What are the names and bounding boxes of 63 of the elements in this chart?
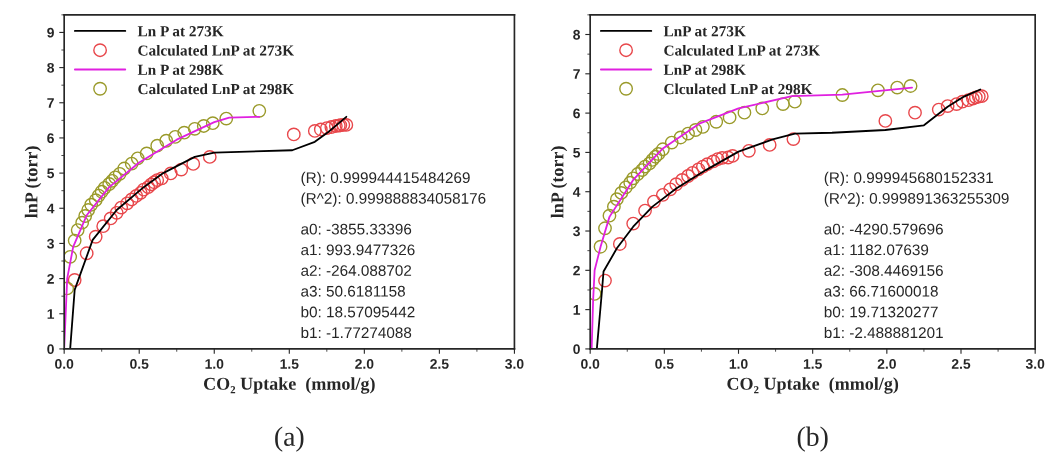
y-tick-label: 6 [47, 133, 54, 144]
y-tick-label: 8 [47, 62, 55, 73]
y-tick-label: 0 [47, 344, 54, 355]
y-tick-label: 3 [573, 226, 580, 237]
y-tick-label: 4 [572, 187, 581, 197]
annotation: a3: 66.71600018 [824, 285, 938, 297]
annotation: (R): 0.999944415484269 [301, 171, 470, 187]
annotation: a0: -4290.579696 [824, 223, 943, 235]
x-tick-label: 1.5 [803, 359, 822, 369]
x-tick-label: 3.0 [1025, 359, 1045, 369]
y-tick-label: 1 [47, 309, 55, 319]
text: (b) [797, 426, 828, 452]
y-tick-label: 7 [47, 98, 54, 108]
x-tick-label: 0.5 [130, 359, 149, 369]
legend-label: LnP at 298K [663, 64, 746, 75]
y-tick-label: 5 [47, 168, 55, 179]
annotation: a2: -308.4469156 [824, 265, 943, 276]
x-axis-title: CO₂ Uptake (mmol/g) [727, 377, 899, 394]
x-tick-label: 2.5 [430, 359, 449, 369]
annotation: (R): 0.999945680152331 [824, 171, 993, 187]
legend-label: Ln P at 273K [137, 26, 224, 37]
y-tick-label: 5 [573, 147, 581, 158]
x-tick-label: 0.0 [55, 359, 74, 369]
legend-label: Ln P at 298K [137, 64, 224, 75]
legend-label: Calculated LnP at 273K [138, 44, 294, 56]
annotation: a1: 1182.07639 [824, 244, 929, 256]
annotation: b1: -1.77274088 [301, 326, 412, 339]
y-tick-label: 3 [47, 238, 54, 249]
text: (a) [275, 426, 304, 452]
x-tick-label: 1.0 [729, 359, 748, 369]
annotation: a2: -264.088702 [301, 265, 412, 276]
legend-label: Calculated LnP at 298K [138, 83, 294, 95]
x-tick-label: 0.5 [655, 359, 674, 369]
annotation: a0: -3855.33396 [301, 223, 412, 235]
y-axis-title: lnP (torr) [550, 146, 568, 218]
x-tick-label: 2.0 [877, 359, 896, 369]
y-axis-title: lnP (torr) [24, 146, 42, 218]
annotation: b1: -2.488881201 [824, 326, 943, 339]
y-tick-label: 8 [573, 29, 581, 40]
x-tick-label: 2.0 [355, 359, 374, 369]
annotation: (R^2): 0.999891363255309 [824, 192, 1009, 207]
x-tick-label: 2.5 [951, 359, 971, 369]
annotation: (R^2): 0.999888834058176 [301, 192, 486, 207]
annotation: b0: 18.57095442 [301, 306, 415, 318]
x-tick-label: 3.0 [505, 359, 524, 369]
annotation: b0: 19.71320277 [824, 306, 938, 318]
y-tick-label: 4 [46, 203, 55, 214]
x-tick-label: 0.0 [581, 359, 600, 369]
y-tick-label: 2 [47, 273, 54, 284]
y-tick-label: 0 [573, 344, 580, 355]
y-tick-label: 9 [47, 27, 54, 38]
annotation: a3: 50.6181158 [301, 285, 405, 297]
x-tick-label: 1.5 [280, 359, 299, 369]
y-tick-label: 6 [573, 108, 580, 119]
x-tick-label: 1.0 [205, 359, 224, 369]
y-tick-label: 2 [573, 265, 580, 276]
x-axis-title: CO₂ Uptake (mmol/g) [203, 377, 375, 394]
legend-label: Calculated LnP at 273K [664, 44, 820, 56]
y-tick-label: 7 [573, 69, 580, 79]
legend-label: Clculated LnP at 298K [664, 83, 813, 95]
annotation: a1: 993.9477326 [301, 244, 415, 256]
legend-label: LnP at 273K [663, 26, 746, 37]
y-tick-label: 1 [573, 305, 581, 315]
